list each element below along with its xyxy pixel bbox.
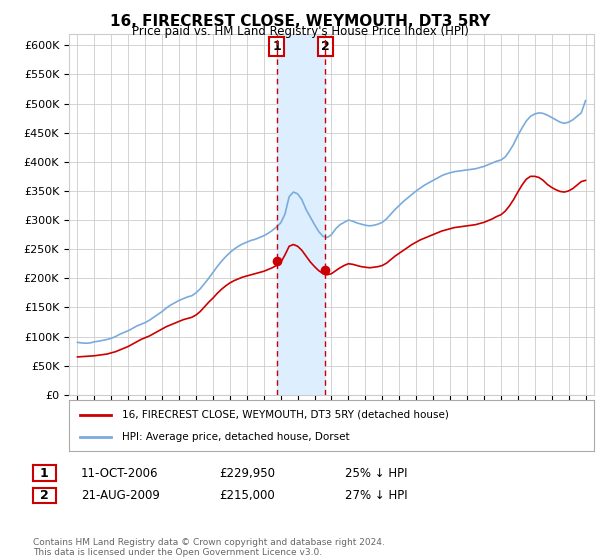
Text: £229,950: £229,950 [219, 466, 275, 480]
Text: 27% ↓ HPI: 27% ↓ HPI [345, 489, 407, 502]
Text: Price paid vs. HM Land Registry's House Price Index (HPI): Price paid vs. HM Land Registry's House … [131, 25, 469, 38]
Text: 16, FIRECREST CLOSE, WEYMOUTH, DT3 5RY: 16, FIRECREST CLOSE, WEYMOUTH, DT3 5RY [110, 14, 490, 29]
Text: £215,000: £215,000 [219, 489, 275, 502]
Text: HPI: Average price, detached house, Dorset: HPI: Average price, detached house, Dors… [121, 432, 349, 442]
Bar [277, 34, 325, 395]
Text: 16, FIRECREST CLOSE, WEYMOUTH, DT3 5RY (detached house): 16, FIRECREST CLOSE, WEYMOUTH, DT3 5RY (… [121, 409, 448, 419]
Text: 25% ↓ HPI: 25% ↓ HPI [345, 466, 407, 480]
Text: 11-OCT-2006: 11-OCT-2006 [81, 466, 158, 480]
Text: 2: 2 [40, 489, 49, 502]
Text: 21-AUG-2009: 21-AUG-2009 [81, 489, 160, 502]
Text: 1: 1 [40, 466, 49, 480]
Text: Contains HM Land Registry data © Crown copyright and database right 2024.
This d: Contains HM Land Registry data © Crown c… [33, 538, 385, 557]
Text: 2: 2 [321, 40, 330, 53]
Text: 1: 1 [272, 40, 281, 53]
